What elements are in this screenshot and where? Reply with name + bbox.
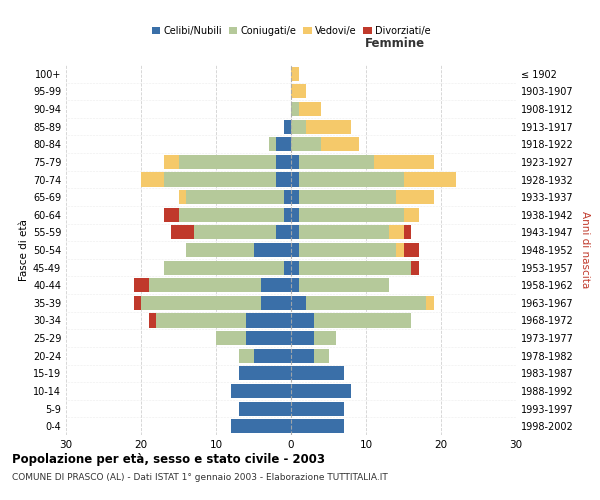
Bar — [404, 172, 456, 186]
Bar — [291, 296, 306, 310]
Bar — [261, 278, 291, 292]
Bar — [193, 226, 276, 239]
Bar — [291, 366, 343, 380]
Bar — [276, 172, 291, 186]
Bar — [411, 260, 419, 274]
Bar — [291, 172, 299, 186]
Text: Femmine: Femmine — [364, 37, 425, 50]
Bar — [299, 278, 389, 292]
Bar — [186, 243, 254, 257]
Bar — [141, 296, 261, 310]
Bar — [216, 331, 246, 345]
Bar — [179, 190, 186, 204]
Bar — [291, 402, 343, 415]
Bar — [426, 296, 433, 310]
Bar — [179, 155, 276, 169]
Bar — [291, 137, 321, 152]
Bar — [284, 208, 291, 222]
Bar — [239, 348, 254, 363]
Bar — [291, 155, 299, 169]
Bar — [306, 120, 351, 134]
Bar — [314, 348, 329, 363]
Bar — [276, 226, 291, 239]
Bar — [396, 243, 404, 257]
Bar — [291, 314, 314, 328]
Bar — [186, 190, 284, 204]
Bar — [246, 314, 291, 328]
Bar — [291, 278, 299, 292]
Bar — [291, 67, 299, 81]
Bar — [179, 208, 284, 222]
Bar — [171, 226, 193, 239]
Bar — [276, 155, 291, 169]
Bar — [291, 243, 299, 257]
Bar — [163, 172, 276, 186]
Bar — [299, 172, 404, 186]
Bar — [396, 190, 433, 204]
Y-axis label: Fasce di età: Fasce di età — [19, 219, 29, 281]
Bar — [291, 84, 306, 98]
Bar — [291, 384, 351, 398]
Bar — [261, 296, 291, 310]
Bar — [306, 296, 426, 310]
Bar — [284, 260, 291, 274]
Bar — [291, 120, 306, 134]
Bar — [291, 419, 343, 433]
Bar — [276, 137, 291, 152]
Bar — [291, 226, 299, 239]
Bar — [163, 260, 284, 274]
Bar — [291, 190, 299, 204]
Text: COMUNE DI PRASCO (AL) - Dati ISTAT 1° gennaio 2003 - Elaborazione TUTTITALIA.IT: COMUNE DI PRASCO (AL) - Dati ISTAT 1° ge… — [12, 472, 388, 482]
Bar — [254, 243, 291, 257]
Text: Popolazione per età, sesso e stato civile - 2003: Popolazione per età, sesso e stato civil… — [12, 452, 325, 466]
Bar — [163, 155, 179, 169]
Bar — [133, 296, 141, 310]
Bar — [291, 348, 314, 363]
Bar — [404, 226, 411, 239]
Bar — [299, 190, 396, 204]
Bar — [269, 137, 276, 152]
Bar — [314, 314, 411, 328]
Bar — [141, 172, 163, 186]
Bar — [239, 366, 291, 380]
Bar — [321, 137, 359, 152]
Legend: Celibi/Nubili, Coniugati/e, Vedovi/e, Divorziati/e: Celibi/Nubili, Coniugati/e, Vedovi/e, Di… — [148, 22, 434, 40]
Bar — [299, 260, 411, 274]
Bar — [299, 226, 389, 239]
Bar — [299, 102, 321, 116]
Bar — [291, 260, 299, 274]
Bar — [231, 384, 291, 398]
Bar — [291, 331, 314, 345]
Bar — [291, 208, 299, 222]
Bar — [246, 331, 291, 345]
Bar — [149, 314, 156, 328]
Bar — [299, 208, 404, 222]
Bar — [389, 226, 404, 239]
Bar — [291, 102, 299, 116]
Bar — [254, 348, 291, 363]
Bar — [163, 208, 179, 222]
Bar — [231, 419, 291, 433]
Bar — [404, 243, 419, 257]
Bar — [239, 402, 291, 415]
Bar — [299, 155, 373, 169]
Y-axis label: Anni di nascita: Anni di nascita — [580, 212, 590, 288]
Bar — [404, 208, 419, 222]
Bar — [149, 278, 261, 292]
Bar — [284, 120, 291, 134]
Bar — [314, 331, 336, 345]
Bar — [284, 190, 291, 204]
Bar — [373, 155, 433, 169]
Bar — [299, 243, 396, 257]
Bar — [156, 314, 246, 328]
Bar — [133, 278, 149, 292]
